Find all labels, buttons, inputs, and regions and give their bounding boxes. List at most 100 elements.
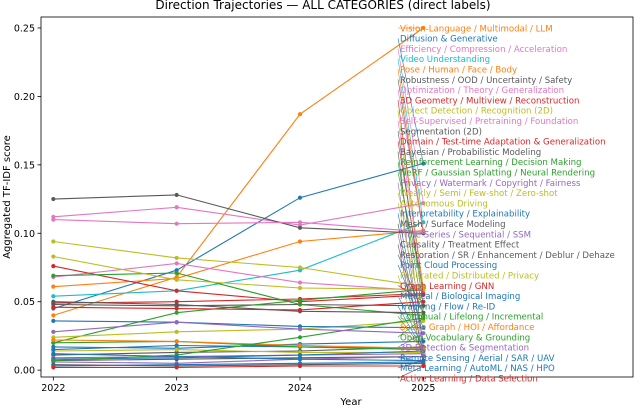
label-leader xyxy=(397,357,424,363)
y-tick-label: 0.25 xyxy=(14,23,35,34)
series-label: Federated / Distributed / Privacy xyxy=(400,272,539,282)
label-leader xyxy=(397,305,424,352)
data-point xyxy=(297,280,303,285)
data-point xyxy=(51,239,56,244)
data-point xyxy=(51,351,56,356)
data-point xyxy=(51,347,56,352)
label-leader xyxy=(397,360,424,369)
series-label: Open-Vocabulary & Grounding xyxy=(400,333,530,343)
label-leader xyxy=(397,172,424,290)
data-point xyxy=(297,326,303,332)
series-line xyxy=(53,301,424,311)
label-leader xyxy=(397,120,424,291)
series-label: Point Cloud Processing xyxy=(400,261,497,271)
series-line xyxy=(53,346,424,356)
series-label: Graph Learning / GNN xyxy=(400,282,494,292)
label-leader xyxy=(397,203,424,321)
series-label: Object Detection / Recognition (2D) xyxy=(400,107,553,117)
x-tick-label: 2025 xyxy=(411,383,435,394)
data-point xyxy=(51,337,56,343)
series-line xyxy=(53,353,424,359)
data-point xyxy=(51,299,56,304)
data-point xyxy=(174,288,179,293)
data-point xyxy=(174,192,179,198)
data-point xyxy=(51,273,56,278)
series-label: Weakly / Semi / Few-shot / Zero-shot xyxy=(400,189,558,199)
data-point xyxy=(174,205,179,210)
data-point xyxy=(51,254,56,259)
series-labels: Vision-Language / Multimodal / LLMDiffus… xyxy=(399,24,615,384)
series-label: Vision-Language / Multimodal / LLM xyxy=(400,24,553,34)
plot-frame xyxy=(40,16,634,378)
data-point xyxy=(297,225,303,230)
label-leader xyxy=(397,48,424,204)
series-line xyxy=(53,255,424,290)
series-label: Medical / Biological Imaging xyxy=(400,292,520,302)
series-label: Pose / Human / Face / Body xyxy=(400,66,517,76)
label-leaders xyxy=(397,27,424,379)
data-point xyxy=(174,221,179,226)
x-axis: 2022 2023 2024 2025 xyxy=(41,377,435,394)
x-tick-label: 2023 xyxy=(165,383,189,394)
series-label: Tracking / Flow / Re-ID xyxy=(399,302,496,312)
series-label: Efficiency / Compression / Acceleration xyxy=(400,45,567,55)
series-label: Remote Sensing / Aerial / SAR / UAV xyxy=(400,354,555,364)
series-label: Scene Graph / HOI / Affordance xyxy=(400,323,534,333)
chart-title: Direction Trajectories — ALL CATEGORIES … xyxy=(155,0,490,12)
series-label: Optimization / Theory / Generalization xyxy=(400,86,564,96)
series-label: 3D Detection & Segmentation xyxy=(400,344,529,354)
label-leader xyxy=(397,161,424,316)
series-line xyxy=(53,340,424,351)
data-point xyxy=(297,343,303,348)
y-tick-label: 0.15 xyxy=(14,160,35,171)
data-point xyxy=(174,320,179,325)
label-leader xyxy=(397,317,424,338)
data-point xyxy=(174,306,179,311)
y-tick-label: 0.20 xyxy=(14,92,35,103)
series-line xyxy=(53,353,424,362)
series-label: Meta Learning / AutoML / NAS / HPO xyxy=(400,364,555,374)
label-leader xyxy=(397,192,424,290)
data-point xyxy=(51,294,56,299)
series-line xyxy=(53,317,424,362)
y-tick-label: 0.00 xyxy=(14,366,35,377)
label-leader xyxy=(397,38,424,164)
data-point xyxy=(297,298,303,303)
data-point xyxy=(297,307,303,313)
series-line xyxy=(53,361,424,367)
series-label: Causality / Treatment Effect xyxy=(400,241,520,251)
series-label: Self-Supervised / Pretraining / Foundati… xyxy=(400,117,578,127)
label-leader xyxy=(397,326,424,349)
data-point xyxy=(174,277,179,282)
data-point xyxy=(297,357,303,362)
series-line xyxy=(53,221,424,297)
series-line xyxy=(53,320,424,329)
series-line xyxy=(53,355,424,364)
series-line xyxy=(53,202,424,226)
data-point xyxy=(174,354,179,359)
series-line xyxy=(53,265,424,303)
data-point xyxy=(51,284,56,289)
data-point xyxy=(51,196,56,202)
series-line xyxy=(53,365,424,368)
series-label: Privacy / Watermark / Copyright / Fairne… xyxy=(400,179,581,189)
data-point xyxy=(174,365,179,370)
label-leader xyxy=(397,110,424,287)
data-point xyxy=(51,313,56,318)
series-label: Video Understanding xyxy=(400,55,490,65)
series-line xyxy=(53,240,424,288)
series-label: Segmentation (2D) xyxy=(400,127,482,137)
y-axis: 0.00 0.05 0.10 0.15 0.20 0.25 xyxy=(14,23,41,377)
label-leader xyxy=(397,223,424,357)
data-point xyxy=(297,363,303,369)
series-label: Interpretability / Explainability xyxy=(400,210,530,220)
series-label: NeRF / Gaussian Splatting / Neural Rende… xyxy=(400,169,595,179)
series-line xyxy=(53,292,424,304)
label-leader xyxy=(397,69,424,231)
label-leader xyxy=(397,285,424,302)
data-point xyxy=(51,358,56,363)
label-leader xyxy=(397,182,424,354)
series-label: 3D Geometry / Multiview / Reconstruction xyxy=(400,96,580,106)
series-line xyxy=(53,162,424,310)
series-label: Active Learning / Data Selection xyxy=(400,375,538,385)
